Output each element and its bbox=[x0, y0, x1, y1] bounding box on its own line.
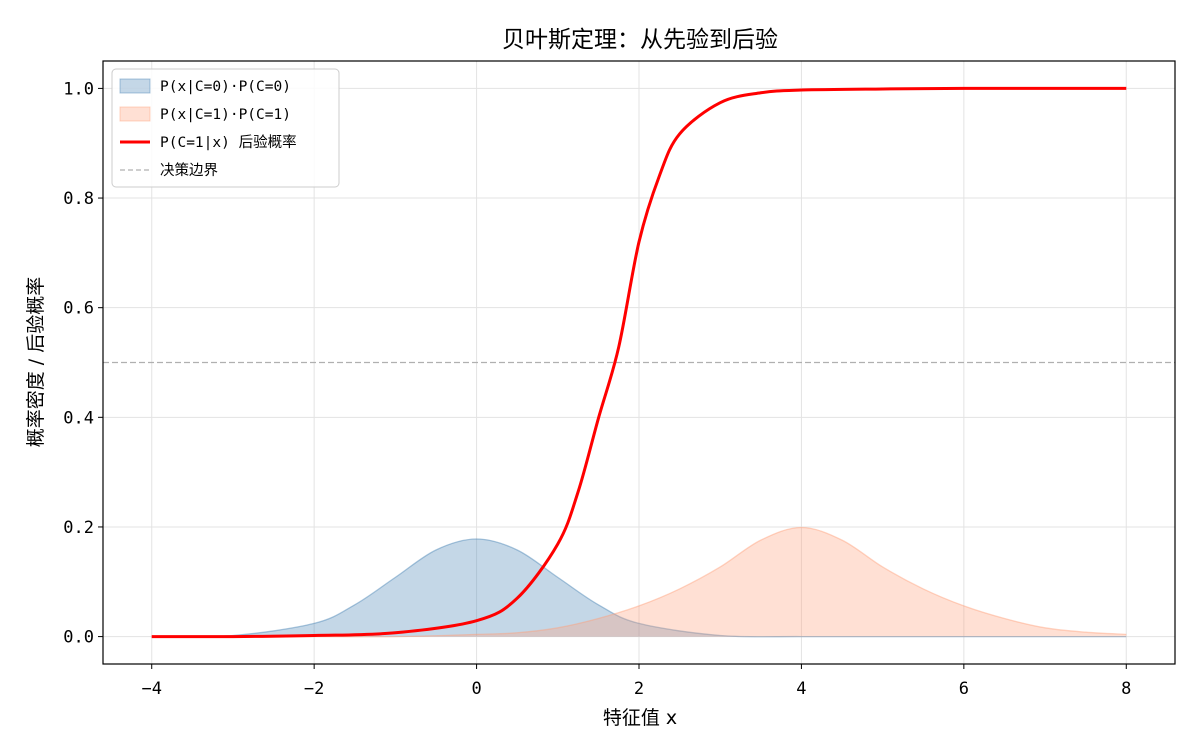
y-tick-label: 0.0 bbox=[63, 628, 94, 648]
fill-edge-series-1 bbox=[151, 526, 1127, 638]
y-tick-label: 0.4 bbox=[63, 408, 94, 428]
y-axis-ticks: 0.0 0.2 0.4 0.6 0.8 1.0 bbox=[63, 79, 103, 648]
x-tick-label: −4 bbox=[141, 679, 161, 699]
legend-label: P(x|C=1)·P(C=1) bbox=[160, 107, 291, 123]
x-tick-label: 8 bbox=[1121, 679, 1131, 699]
legend-label: P(x|C=0)·P(C=0) bbox=[160, 79, 291, 95]
legend-box bbox=[111, 68, 340, 188]
y-tick-label: 1.0 bbox=[63, 79, 94, 99]
x-tick-label: −2 bbox=[304, 679, 324, 699]
x-tick-label: 6 bbox=[959, 679, 969, 699]
x-tick-label: 0 bbox=[471, 679, 481, 699]
legend-label: P(C=1|x) 后验概率 bbox=[160, 134, 297, 151]
x-axis-label: 特征值 x bbox=[603, 707, 677, 729]
x-tick-label: 2 bbox=[634, 679, 644, 699]
series-lines bbox=[151, 86, 1127, 639]
fill-areas bbox=[151, 526, 1127, 638]
fill-area-series-1 bbox=[151, 527, 1127, 637]
legend-swatch bbox=[119, 106, 151, 122]
fill-area-series-0 bbox=[151, 539, 1127, 637]
legend-label: 决策边界 bbox=[160, 162, 218, 179]
posterior-line bbox=[151, 86, 1127, 639]
y-tick-label: 0.6 bbox=[63, 299, 94, 319]
y-tick-label: 0.2 bbox=[63, 518, 94, 538]
x-tick-label: 4 bbox=[796, 679, 806, 699]
y-tick-label: 0.8 bbox=[63, 189, 94, 209]
y-axis-label: 概率密度 / 后验概率 bbox=[25, 277, 47, 447]
legend: P(x|C=0)·P(C=0) P(x|C=1)·P(C=1) P(C=1|x) 后… bbox=[111, 68, 340, 188]
legend-swatch bbox=[119, 78, 151, 94]
fill-edge-series-0 bbox=[151, 538, 1127, 638]
chart-title: 贝叶斯定理：从先验到后验 bbox=[502, 27, 778, 53]
x-axis-ticks: −4 −2 0 2 4 6 8 bbox=[141, 664, 1131, 699]
